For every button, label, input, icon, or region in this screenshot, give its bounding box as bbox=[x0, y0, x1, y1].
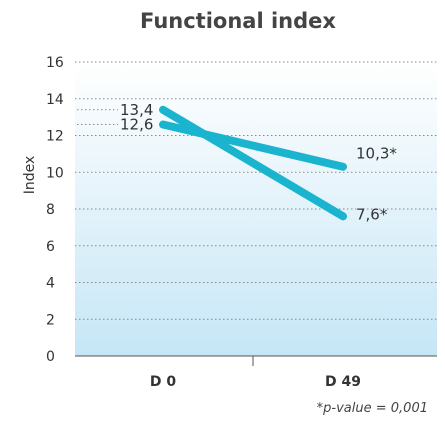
y-tick-label: 8 bbox=[46, 202, 55, 218]
footnote: *p-value = 0,001 bbox=[317, 401, 428, 416]
series-line-2 bbox=[159, 105, 347, 221]
y-tick-label: 10 bbox=[46, 165, 64, 181]
x-tick-label: D 49 bbox=[325, 374, 361, 390]
y-tick-label: 16 bbox=[46, 55, 64, 71]
data-label: 7,6* bbox=[356, 205, 388, 223]
x-axis-ticks: D 0 D 49 bbox=[150, 374, 361, 390]
x-tick-label: D 0 bbox=[150, 374, 176, 390]
data-label: 13,4 bbox=[120, 101, 153, 119]
y-axis-label: Index bbox=[22, 156, 38, 195]
y-tick-label: 4 bbox=[46, 276, 55, 292]
y-tick-label: 14 bbox=[46, 92, 64, 108]
y-tick-label: 0 bbox=[46, 349, 55, 365]
series-lines bbox=[159, 105, 347, 221]
y-tick-label: 6 bbox=[46, 239, 55, 255]
y-tick-label: 2 bbox=[46, 312, 55, 328]
data-label: 12,6 bbox=[120, 115, 153, 133]
data-labels: 12,6 10,3* 13,4 7,6* bbox=[77, 101, 397, 223]
y-tick-label: 12 bbox=[46, 129, 64, 145]
y-axis-ticks: 0 2 4 6 8 10 12 14 16 bbox=[46, 55, 64, 365]
gridlines bbox=[75, 61, 437, 320]
chart-title: Functional index bbox=[140, 9, 336, 33]
data-label: 10,3* bbox=[356, 145, 397, 163]
